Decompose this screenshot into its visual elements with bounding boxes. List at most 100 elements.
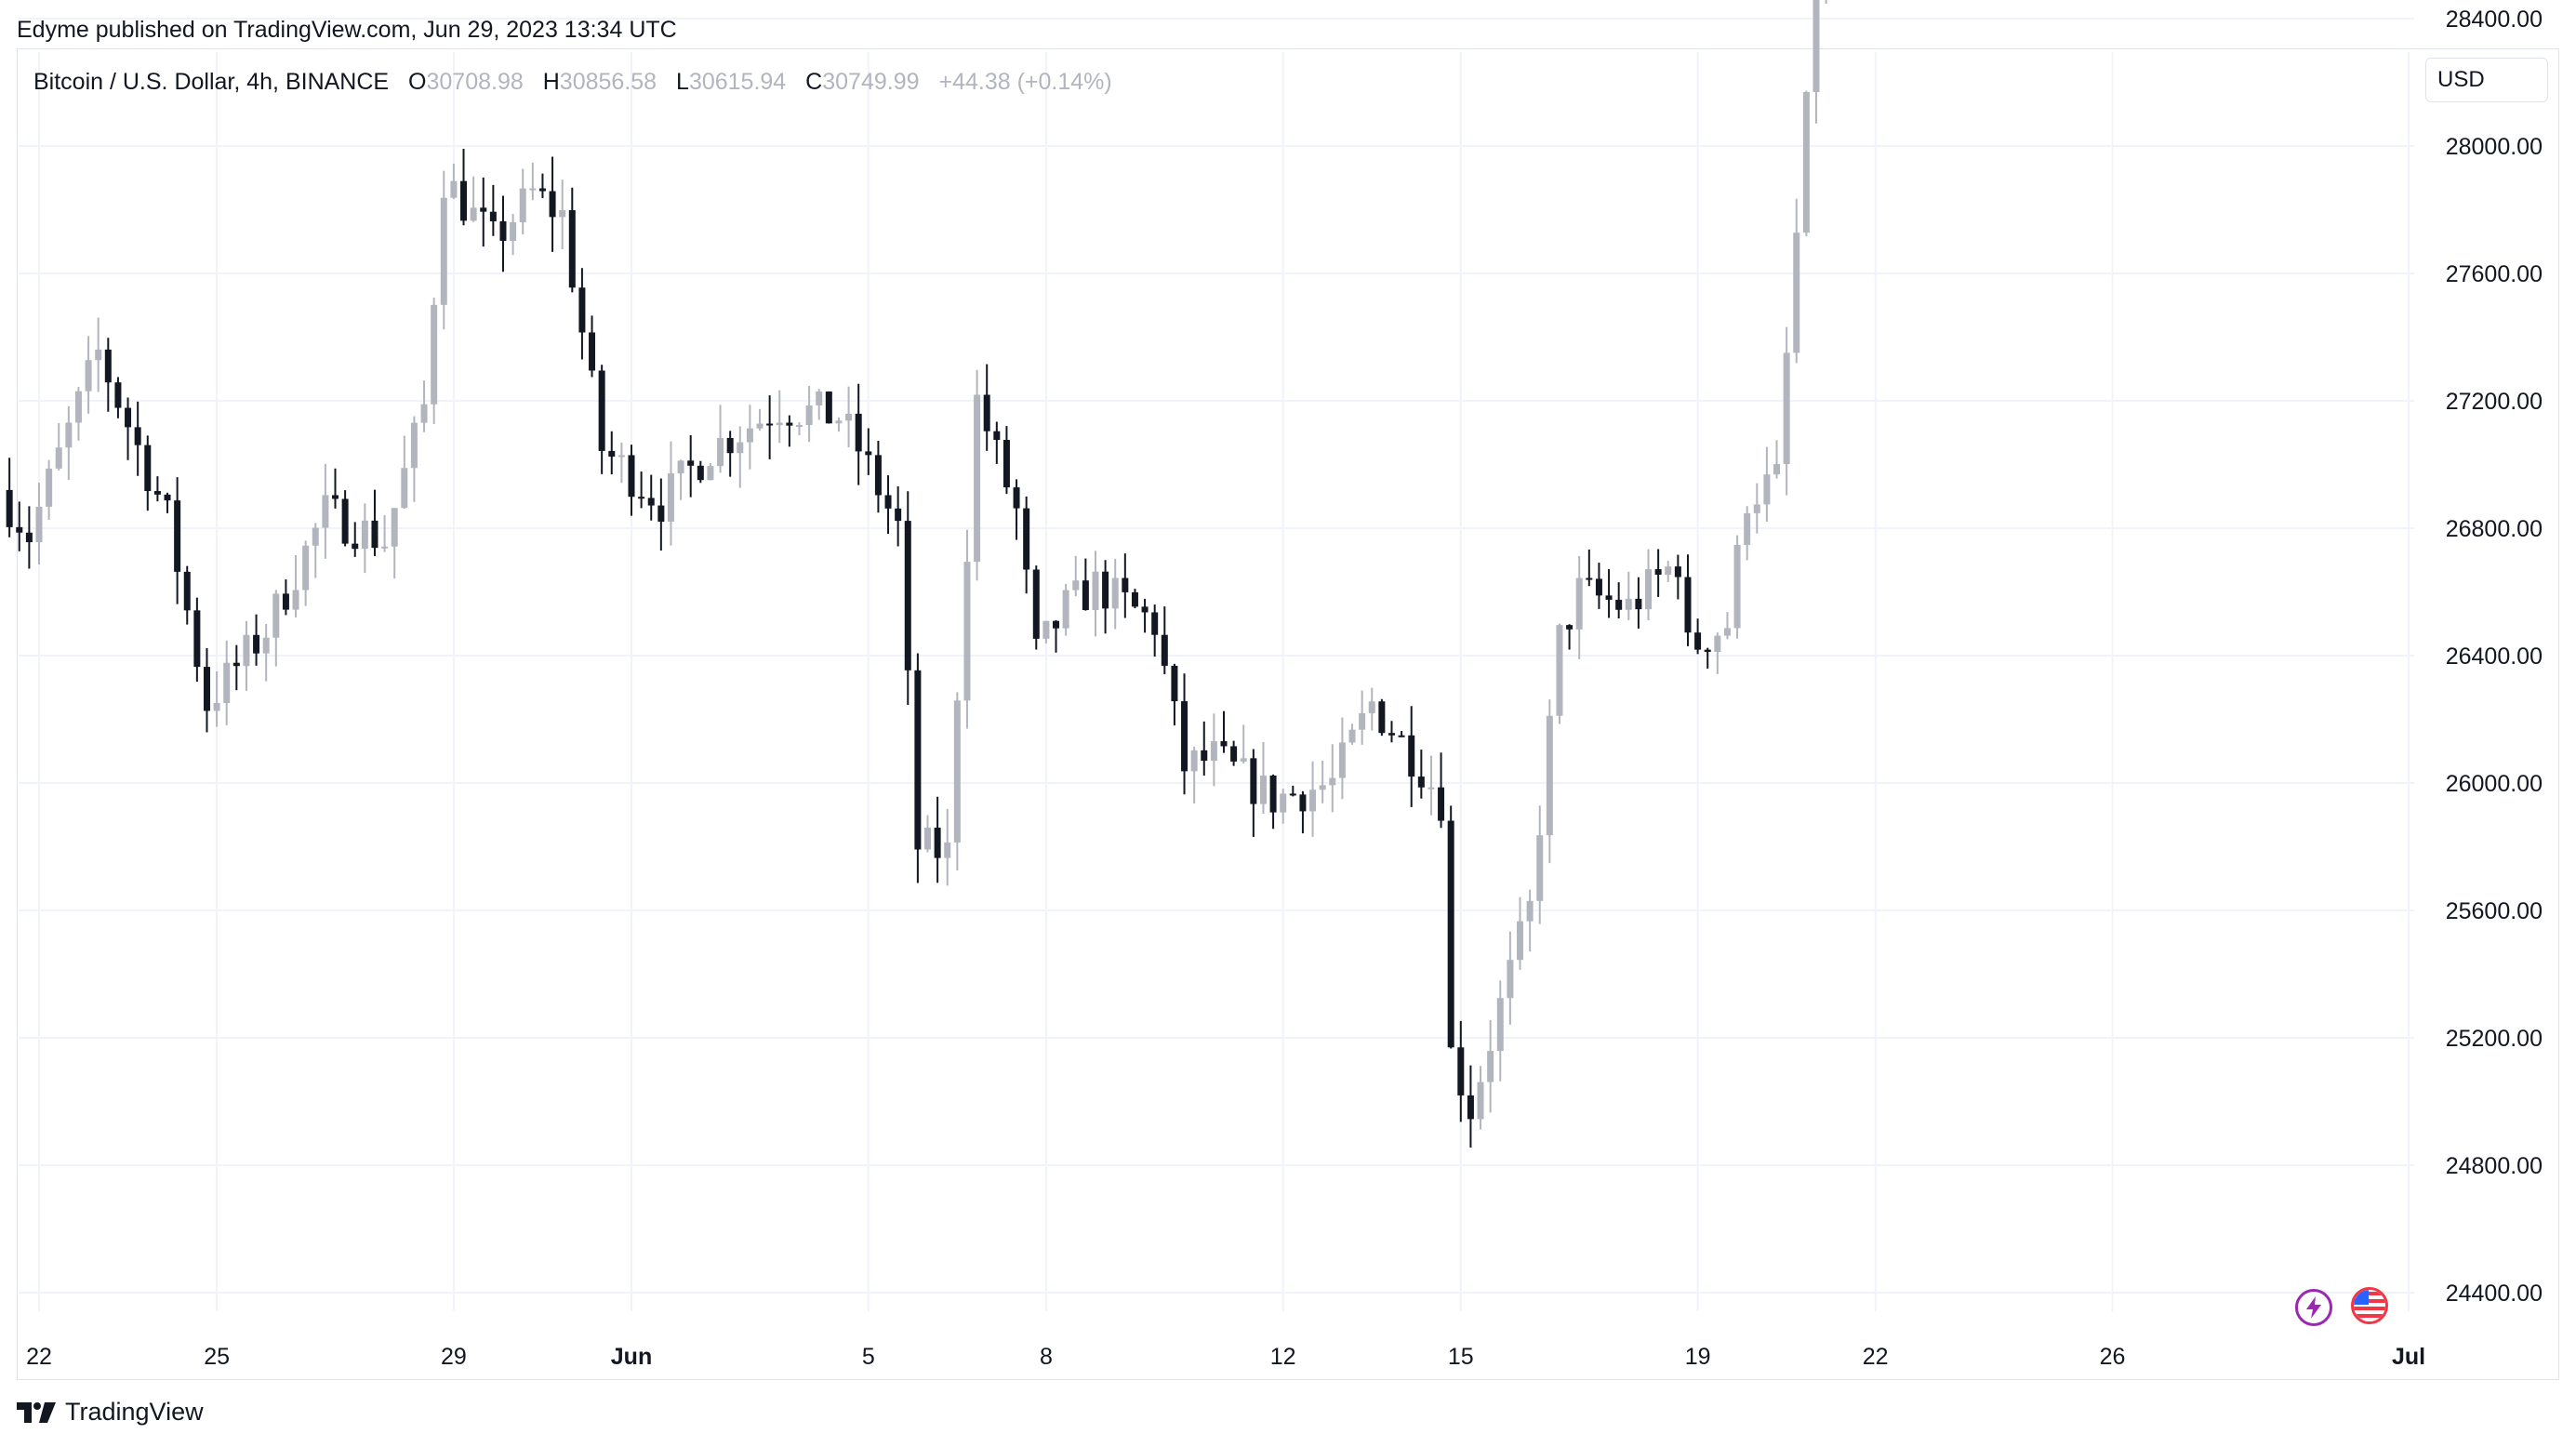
candle: [85, 336, 92, 414]
candle-body: [95, 349, 102, 361]
candle-body: [1032, 569, 1040, 639]
candle: [589, 315, 596, 378]
candle-body: [272, 593, 280, 638]
candle: [1181, 673, 1188, 795]
tradingview-logo-icon: [17, 1401, 56, 1423]
lightning-glyph: [2306, 1296, 2321, 1319]
candle: [25, 506, 33, 569]
candle-body: [183, 571, 191, 611]
candle-body: [391, 508, 398, 547]
candle: [302, 540, 310, 606]
candle-body: [352, 543, 359, 550]
candle-body: [726, 437, 734, 454]
candle-body: [865, 451, 872, 456]
lightning-icon[interactable]: [2295, 1289, 2332, 1326]
symbol-label[interactable]: Bitcoin / U.S. Dollar, 4h, BINANCE: [33, 69, 390, 95]
candle-body: [74, 391, 82, 423]
candle-body: [1309, 790, 1317, 812]
candle-body: [1586, 577, 1593, 580]
candle-body: [816, 392, 823, 405]
candle: [895, 486, 902, 547]
candle: [272, 590, 280, 667]
candle-body: [1299, 794, 1307, 812]
candle-body: [174, 500, 181, 572]
candle-body: [805, 405, 813, 426]
candle: [1141, 598, 1149, 633]
candle-body: [974, 394, 981, 563]
candle-body: [164, 494, 171, 501]
candle-body: [401, 468, 408, 509]
x-tick-label: 29: [441, 1344, 467, 1370]
candle: [1714, 632, 1721, 674]
candle: [203, 648, 210, 733]
chart-frame: [17, 48, 2559, 1380]
candle: [1812, 0, 1820, 124]
y-tick-label: 28000.00: [2446, 134, 2543, 160]
candle-body: [1595, 578, 1602, 596]
candle-body: [608, 450, 616, 458]
close-value: 30749.99: [822, 69, 920, 95]
candle: [282, 579, 289, 616]
candle: [1299, 790, 1307, 834]
candle: [1201, 721, 1208, 776]
candle-body: [1359, 712, 1366, 730]
candle: [1408, 706, 1415, 807]
close-label: C: [805, 69, 823, 95]
candle: [1269, 774, 1277, 830]
candle-body: [46, 468, 53, 507]
candle: [371, 489, 378, 556]
candle-body: [697, 465, 704, 481]
candle-body: [1102, 571, 1109, 609]
candle: [1477, 1066, 1484, 1130]
candle: [1625, 571, 1632, 620]
candle-body: [232, 662, 240, 667]
x-tick-label: 26: [2100, 1344, 2126, 1370]
candle-body: [1122, 577, 1129, 592]
y-tick-label: 24400.00: [2446, 1281, 2543, 1307]
candle: [1062, 584, 1069, 636]
footer-brand[interactable]: TradingView: [17, 1398, 204, 1427]
currency-selector[interactable]: USD: [2425, 58, 2548, 102]
y-tick-label: 26000.00: [2446, 771, 2543, 797]
candle-body: [677, 460, 684, 474]
candle-body: [1329, 777, 1336, 786]
candle-body: [904, 521, 911, 670]
candle: [746, 405, 753, 470]
candle-body: [1427, 787, 1435, 790]
candle: [529, 162, 537, 201]
candle-body: [25, 532, 33, 543]
candle-body: [144, 445, 152, 492]
candle: [1240, 724, 1247, 764]
candle-body: [1507, 960, 1514, 999]
candle-body: [1496, 998, 1504, 1052]
us-flag-icon[interactable]: [2351, 1287, 2388, 1324]
candle-body: [223, 662, 231, 704]
candle: [983, 364, 990, 451]
candle-body: [1625, 598, 1632, 610]
candle: [1566, 624, 1573, 650]
candle-body: [707, 466, 714, 481]
candle-body: [1753, 504, 1760, 513]
candle: [125, 397, 132, 460]
candle-body: [440, 197, 447, 305]
candle: [617, 442, 625, 484]
candle: [1605, 569, 1613, 618]
candle: [1793, 198, 1800, 364]
candle: [431, 297, 438, 424]
candle: [904, 491, 911, 706]
candle-body: [568, 210, 576, 288]
candle-body: [65, 422, 73, 448]
candle: [628, 445, 635, 516]
candle: [1645, 549, 1653, 621]
candle: [1763, 446, 1771, 522]
candle: [647, 474, 655, 521]
high-label: H: [542, 69, 560, 95]
candle-body: [598, 370, 605, 451]
candle: [1398, 731, 1405, 737]
candle: [1744, 506, 1751, 561]
candle-body: [1190, 750, 1198, 772]
candle-body: [1487, 1051, 1494, 1082]
candle: [549, 156, 556, 252]
candle-body: [420, 404, 428, 423]
